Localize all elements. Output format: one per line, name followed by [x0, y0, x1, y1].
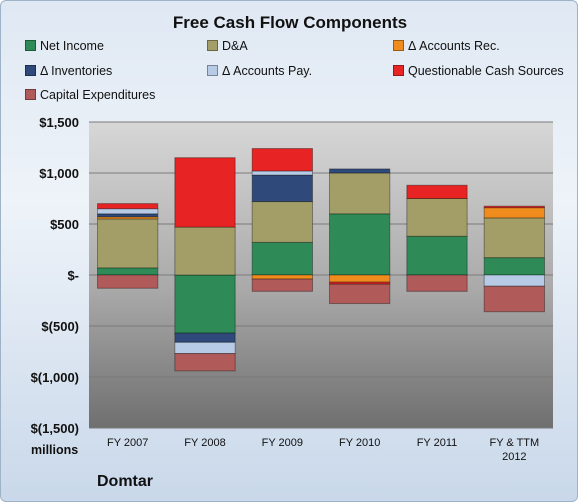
y-tick-label: $(500) — [41, 319, 79, 334]
bar-capex-1 — [174, 353, 236, 372]
bar-capex-2 — [251, 278, 313, 292]
legend-swatch-da — [207, 40, 218, 51]
legend-item-da: D&A — [207, 39, 248, 53]
bar-net_income-1 — [174, 274, 236, 334]
gridlines — [89, 121, 553, 429]
bar-accounts_pay-1 — [174, 341, 236, 355]
bar-net_income-3 — [329, 213, 391, 276]
y-tick-label: $(1,500) — [31, 421, 79, 436]
bar-net_income-0 — [97, 267, 159, 276]
legend-swatch-accounts-pay — [207, 65, 218, 76]
legend-label-inventories: Δ Inventories — [40, 64, 113, 78]
y-tick-label: $500 — [50, 217, 79, 232]
bar-questionable-4 — [406, 184, 468, 200]
legend-item-inventories: Δ Inventories — [25, 64, 112, 78]
bar-da-3 — [329, 172, 391, 215]
bar-questionable-1 — [174, 157, 236, 228]
x-tick-label: FY 2007 — [107, 437, 148, 449]
y-tick-label: $1,500 — [39, 115, 79, 130]
bar-accounts_pay-0 — [97, 208, 159, 215]
bar-inventories-1 — [174, 332, 236, 343]
bar-accounts_rec-5 — [483, 207, 545, 219]
bar-questionable-0 — [97, 203, 159, 210]
bar-capex-3 — [329, 283, 391, 305]
legend-label-da: D&A — [222, 39, 248, 53]
bar-da-4 — [406, 198, 468, 237]
bar-inventories-3 — [329, 168, 391, 174]
legend-swatch-inventories — [25, 65, 36, 76]
bar-questionable-5 — [483, 205, 545, 209]
units-label: millions — [31, 443, 79, 457]
bar-net_income-5 — [483, 257, 545, 276]
legend-label-net-income: Net Income — [40, 39, 104, 53]
chart-title: Free Cash Flow Components — [172, 13, 408, 32]
legend-item-questionable: Questionable Cash Sources — [393, 64, 564, 78]
legend-label-accounts-pay: Δ Accounts Pay. — [222, 64, 313, 78]
bar-accounts_rec-2 — [251, 274, 313, 280]
legend-label-questionable: Questionable Cash Sources — [408, 64, 564, 78]
bar-net_income-2 — [251, 241, 313, 276]
bar-accounts_pay-2 — [251, 170, 313, 176]
legend-swatch-capex — [25, 89, 36, 100]
x-axis-ticks: FY 2007 FY 2008 FY 2009 FY 2010 FY 2011 FY & … — [107, 437, 539, 463]
legend-label-accounts-rec: Δ Accounts Rec. — [408, 39, 500, 53]
legend-item-capex: Capital Expenditures — [25, 88, 155, 102]
bar-da-0 — [97, 218, 159, 269]
y-axis-ticks: $1,500 $1,000 $500 $- $(500) $(1,000) $(1,500) — [31, 115, 79, 436]
y-tick-label: $(1,000) — [31, 370, 79, 385]
legend-item-accounts-pay: Δ Accounts Pay. — [207, 64, 312, 78]
bar-net_income-4 — [406, 235, 468, 276]
legend-swatch-net-income — [25, 40, 36, 51]
bar-inventories-2 — [251, 174, 313, 203]
x-tick-label: FY 2010 — [339, 437, 380, 449]
bar-da-1 — [174, 226, 236, 276]
bar-accounts_rec-3 — [329, 274, 391, 283]
x-tick-label: FY & TTM 2012 — [489, 437, 539, 463]
company-name: Domtar — [97, 473, 154, 490]
x-tick-label: FY 2011 — [417, 437, 458, 449]
bar-capex-4 — [406, 274, 468, 292]
legend-item-accounts-rec: Δ Accounts Rec. — [393, 39, 500, 53]
legend-swatch-questionable — [393, 65, 404, 76]
bar-capex-5 — [483, 285, 545, 313]
bars — [97, 148, 545, 372]
bar-accounts_pay-5 — [483, 274, 545, 287]
bar-da-2 — [251, 201, 313, 243]
bar-da-5 — [483, 217, 545, 259]
y-tick-label: $1,000 — [39, 166, 79, 181]
legend-item-net-income: Net Income — [25, 39, 104, 53]
y-tick-label: $- — [67, 268, 79, 283]
x-tick-label: FY 2008 — [184, 437, 225, 449]
legend-label-capex: Capital Expenditures — [40, 88, 156, 102]
bar-questionable-2 — [251, 148, 313, 172]
bar-capex-0 — [97, 274, 159, 289]
legend-swatch-accounts-rec — [393, 40, 404, 51]
x-tick-label: FY 2009 — [262, 437, 303, 449]
